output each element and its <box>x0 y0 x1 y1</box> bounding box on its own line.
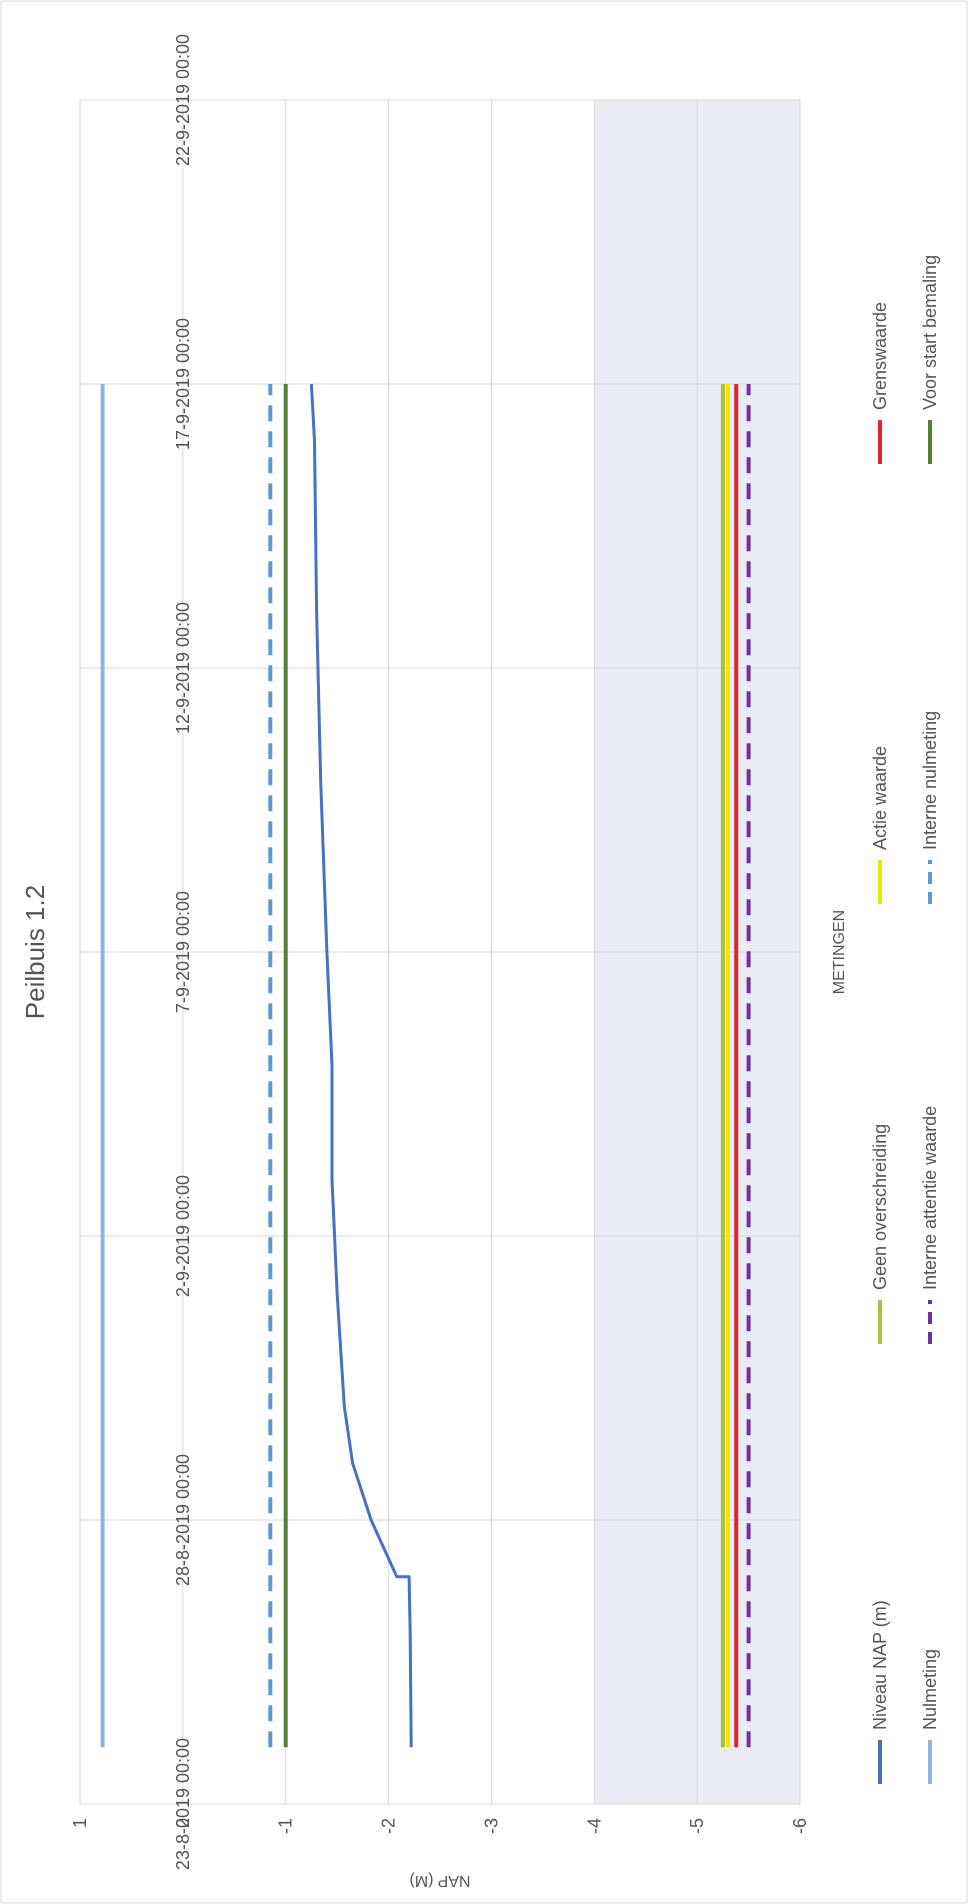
legend-label: Interne nulmeting <box>920 711 940 850</box>
x-tick-label: 12-9-2019 00:00 <box>173 602 193 734</box>
y-tick-label: -3 <box>481 1818 501 1834</box>
y-tick-label: -5 <box>687 1818 707 1834</box>
y-tick-label: 1 <box>70 1818 90 1828</box>
legend-label: Niveau NAP (m) <box>870 1600 890 1730</box>
y-axis-label: NAP (M) <box>409 1872 470 1889</box>
rotated-chart-area: 1 0 -1 -2 -3 -4 -5 -6 23-8-2019 00:00 28-8-2019 0… <box>20 34 940 1889</box>
chart-title: Peilbuis 1.2 <box>20 885 50 1019</box>
tick-label-layer: 1 0 -1 -2 -3 -4 -5 -6 23-8-2019 00:00 28-8-2019 0… <box>70 34 810 1870</box>
legend-label: Interne attentie waarde <box>920 1106 940 1290</box>
x-tick-label: 2-9-2019 00:00 <box>173 1175 193 1297</box>
y-tick-label: -6 <box>790 1818 810 1834</box>
x-tick-label: 23-8-2019 00:00 <box>173 1738 193 1870</box>
grid-layer <box>79 99 801 1805</box>
legend-label: Voor start bemaling <box>920 255 940 410</box>
legend-label: Actie waarde <box>870 746 890 850</box>
legend-label: Geen overschreiding <box>870 1124 890 1290</box>
legend: Niveau NAP (m) Geen overschreiding Actie w… <box>870 255 940 1784</box>
series-layer <box>100 383 751 1748</box>
legend-label: Nulmeting <box>920 1649 940 1730</box>
legend-label: Grenswaarde <box>870 302 890 410</box>
y-tick-label: -1 <box>276 1818 296 1834</box>
series-line <box>309 383 413 1748</box>
x-tick-label: 22-9-2019 00:00 <box>173 34 193 166</box>
y-tick-label: -4 <box>584 1818 604 1834</box>
x-tick-label: 7-9-2019 00:00 <box>173 891 193 1013</box>
y-tick-label: -2 <box>379 1818 399 1834</box>
x-tick-label: 28-8-2019 00:00 <box>173 1454 193 1586</box>
x-tick-label: 17-9-2019 00:00 <box>173 318 193 450</box>
x-axis-label: METINGEN <box>831 910 848 994</box>
y-tick-label: 0 <box>173 1818 193 1828</box>
